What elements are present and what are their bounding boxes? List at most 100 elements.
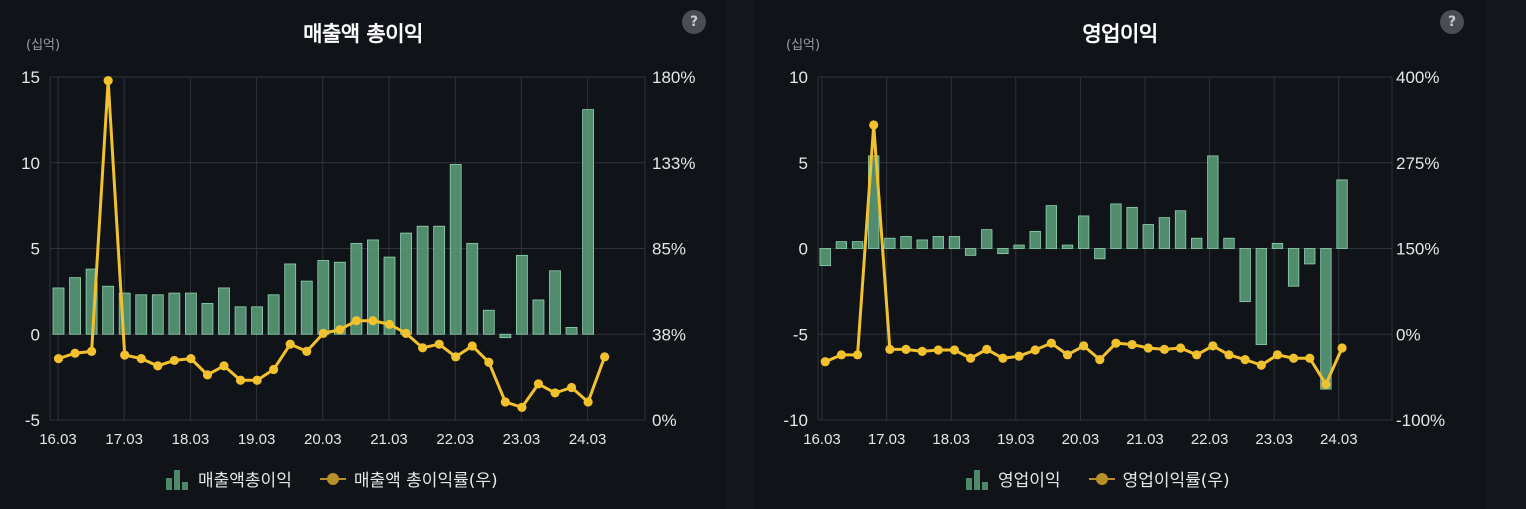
line-point	[202, 370, 213, 380]
x-tick-label: 18.03	[172, 431, 210, 448]
bar	[1029, 230, 1041, 249]
left-tick-label: 5	[31, 240, 40, 259]
line-point	[1046, 338, 1056, 348]
line-point	[219, 361, 229, 371]
line-point	[1030, 345, 1040, 355]
line-point	[1337, 343, 1347, 353]
bar	[1013, 244, 1025, 249]
left-tick-label: 10	[789, 68, 808, 87]
left-tick-label: 5	[799, 154, 808, 173]
left-tick-label: -5	[25, 411, 40, 430]
line-dot-icon	[1088, 471, 1115, 487]
bar	[300, 280, 313, 335]
bar	[884, 237, 896, 249]
right-tick-label: -100%	[1396, 411, 1445, 430]
bar	[835, 241, 848, 249]
gross-profit-chart: 15 10 5 0 -5 180% 133% 85% 38% 0% 16.03 17.03 18.03 1…	[21, 68, 695, 448]
bar	[900, 236, 912, 249]
bar	[1158, 217, 1171, 249]
bar	[135, 294, 148, 335]
x-tick-label: 20.03	[304, 431, 342, 448]
line-point	[1127, 339, 1137, 350]
line-point	[467, 341, 477, 351]
bar	[52, 287, 65, 335]
legend-bar-item[interactable]: 영업이익	[966, 466, 1061, 491]
line-point	[885, 344, 895, 354]
bar	[1061, 244, 1074, 249]
left-tick-label: 0	[31, 325, 40, 344]
right-tick-label: 0%	[1396, 325, 1421, 344]
line-point	[1159, 344, 1169, 354]
left-tick-label: -5	[793, 325, 808, 344]
bar-chart-icon	[166, 468, 190, 490]
line-point	[949, 345, 960, 355]
chart-legend: 영업이익 영업이익률(우)	[966, 466, 1230, 491]
right-edge-strip	[1486, 0, 1526, 509]
right-tick-label: 38%	[652, 325, 686, 344]
x-tick-label: 22.03	[1191, 431, 1229, 448]
bar	[819, 248, 831, 267]
unit-label: (십억)	[786, 38, 821, 53]
legend-line-item[interactable]: 매출액 총이익률(우)	[319, 466, 498, 491]
line-point	[1014, 351, 1024, 361]
left-tick-label: 15	[21, 68, 40, 87]
chart-legend: 매출액총이익 매출액 총이익률(우)	[166, 466, 498, 491]
bar	[1191, 237, 1203, 249]
help-button[interactable]: ?	[682, 10, 706, 34]
help-button[interactable]: ?	[1440, 10, 1464, 34]
line-point	[136, 354, 146, 364]
x-tick-label: 17.03	[868, 431, 906, 448]
bar	[916, 239, 928, 249]
line-point	[1289, 353, 1299, 363]
bar	[267, 294, 280, 335]
bar	[466, 242, 479, 335]
bar	[333, 261, 346, 335]
line-point	[235, 375, 246, 385]
bar	[1271, 242, 1284, 249]
x-tick-label: 16.03	[39, 431, 77, 448]
bar	[383, 256, 396, 335]
gross-profit-panel: 매출액 총이익 (십억) ? 15 10 5 0 -5 180% 133% 85% 38% 0% 1…	[0, 0, 726, 509]
bar	[168, 292, 181, 335]
plot-frame	[817, 76, 1393, 421]
line-point	[1175, 343, 1186, 353]
line-point	[285, 339, 295, 349]
line-point	[869, 120, 879, 130]
bar	[317, 260, 330, 335]
bar	[1094, 248, 1106, 260]
bar	[1110, 203, 1122, 249]
line-point	[836, 350, 846, 360]
legend-line-item[interactable]: 영업이익률(우)	[1088, 466, 1230, 491]
bar	[184, 292, 197, 335]
bar	[964, 248, 977, 256]
line-point	[103, 76, 113, 86]
line-point	[1111, 338, 1121, 348]
x-tick-label: 16.03	[803, 431, 841, 448]
bar	[69, 277, 81, 335]
bar	[1320, 248, 1332, 390]
bar	[201, 302, 214, 335]
line-point	[252, 375, 262, 385]
legend-bar-item[interactable]: 매출액총이익	[166, 466, 292, 491]
bar	[234, 306, 247, 335]
x-tick-label: 24.03	[569, 431, 607, 448]
bar	[400, 232, 412, 335]
right-tick-label: 0%	[652, 411, 677, 430]
line-point	[351, 316, 361, 326]
line-point	[269, 364, 279, 375]
line-point	[550, 388, 560, 398]
bar	[997, 248, 1009, 255]
right-tick-label: 400%	[1396, 68, 1439, 87]
operating-profit-panel: 영업이익 (십억) ? 10 5 0 -5 -10 400% 275% 150% 0% -100%…	[754, 0, 1486, 509]
line-point	[70, 348, 80, 358]
bar	[1126, 206, 1138, 249]
x-tick-label: 23.03	[1255, 431, 1293, 448]
chart-title: 영업이익	[1082, 22, 1158, 46]
bar	[851, 241, 864, 249]
line-point	[982, 344, 992, 354]
bar	[1336, 179, 1348, 249]
series-line	[58, 79, 607, 409]
right-tick-label: 85%	[652, 240, 686, 259]
line-point	[583, 397, 593, 407]
line-point	[1095, 355, 1105, 365]
